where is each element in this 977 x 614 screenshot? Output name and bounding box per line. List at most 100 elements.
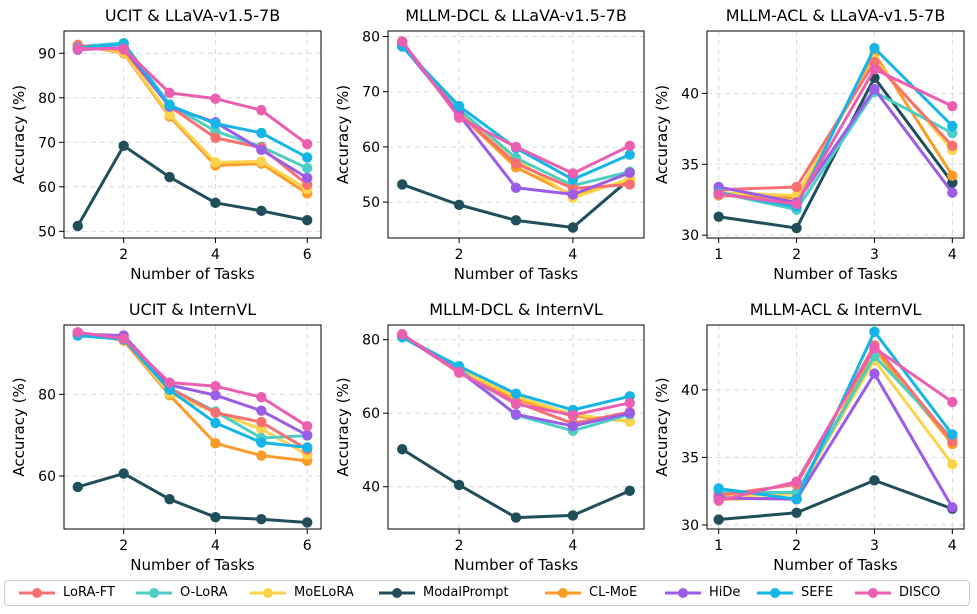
data-point-disco [118,43,129,55]
data-point-hide [947,502,958,513]
legend-swatch [250,588,286,598]
chart-title: UCIT & InternVL [129,300,256,319]
series-line-hide [718,372,954,509]
legend-label: HiDe [709,585,741,600]
data-point-modalprompt [791,222,802,234]
y-tick-label: 35 [681,157,699,173]
data-point-lora-ft [256,416,267,428]
y-tick-label: 80 [362,333,380,349]
series-line-disco [77,330,309,428]
data-point-disco [624,397,635,409]
y-axis-label: Accuracy (%) [653,85,671,184]
data-point-disco [947,100,958,112]
data-point-hide [567,420,579,432]
data-point-sefe [947,120,958,132]
data-point-o-lora [302,162,313,174]
y-tick-label: 60 [362,140,380,156]
legend-label: SEFE [801,585,834,600]
data-point-disco [947,396,958,408]
plot-frame [706,30,965,239]
chart-title: UCIT & LLaVA-v1.5-7B [105,6,280,25]
x-tick-label: 3 [870,538,879,554]
chart-panel: 2 4 6 60 80 UCIT & InternVL Number of Tasks Acc… [10,300,322,574]
chart-panel: 2 4 6 50 60 70 80 90 UCIT & LLaVA-v1.5-7B Number … [10,6,322,283]
y-tick-label: 60 [38,469,56,485]
chart-panel: 1 2 3 4 30 35 40 MLLM-ACL & LLaVA-v1.5-7B Number… [653,6,965,283]
series-line-moelora [77,43,309,191]
y-tick-label: 40 [681,86,699,102]
data-point-hide [256,405,267,416]
data-point-modalprompt [256,514,267,525]
data-point-modalprompt [567,510,579,521]
legend-swatch [855,588,891,598]
data-point-disco [397,328,408,340]
data-point-disco [256,392,267,403]
x-tick-label: 4 [568,247,577,263]
series-line-modalprompt [718,478,953,522]
data-point-sefe [791,494,802,505]
data-point-moelora [947,458,958,470]
data-point-sefe [869,42,880,54]
data-point-moelora [164,109,175,120]
plot-frame [63,30,322,239]
series-line-hide [77,45,309,180]
series-line-sefe [718,46,954,209]
series-line-modalprompt [401,447,631,520]
data-point-sefe [164,384,175,396]
data-point-modalprompt [397,444,408,455]
legend-label: LoRA-FT [63,585,115,600]
data-point-lora-ft [791,181,802,193]
data-point-modalprompt [118,140,129,152]
data-point-hide [624,408,635,419]
data-point-modalprompt [118,468,129,479]
x-tick-label: 6 [303,247,312,263]
y-tick-label: 80 [38,387,56,403]
data-point-modalprompt [453,199,465,211]
x-axis-label: Number of Tasks [773,265,898,283]
data-point-hide [510,409,522,420]
series-line-o-lora [77,41,308,170]
data-point-modalprompt [164,494,175,505]
legend-label: ModalPrompt [423,585,509,600]
chart-panel: 2 4 40 60 80 MLLM-DCL & InternVL Number of Tas… [334,300,645,574]
data-point-modalprompt [713,211,724,222]
data-point-disco [791,198,802,210]
data-point-hide [624,167,635,179]
y-tick-label: 50 [362,195,380,211]
x-axis-label: Number of Tasks [454,556,579,574]
chart-title: MLLM-DCL & LLaVA-v1.5-7B [405,6,627,25]
data-point-disco [510,141,522,153]
legend: LoRA-FT O-LoRA MoELoRA ModalPrompt CL-Mo… [4,580,970,606]
series-line-hide [718,87,954,205]
data-point-sefe [210,118,221,129]
series-line-modalprompt [77,472,308,524]
plot-frame [706,324,965,530]
legend-swatch [136,588,172,598]
legend-swatch [665,588,701,598]
data-point-modalprompt [791,507,802,518]
data-point-modalprompt [72,481,83,493]
data-point-sefe [869,326,880,337]
data-point-sefe [302,152,313,163]
x-tick-label: 2 [792,247,801,263]
x-tick-label: 2 [455,247,464,263]
y-axis-label: Accuracy (%) [10,85,28,184]
data-point-disco [210,381,221,392]
data-point-sefe [624,149,635,160]
series-line-disco [718,346,954,503]
legend-label: DISCO [899,585,941,600]
data-point-sefe [210,417,221,429]
data-point-sefe [510,388,522,399]
data-point-modalprompt [210,197,221,209]
y-tick-label: 70 [38,135,56,151]
data-point-modalprompt [567,222,579,233]
y-tick-label: 60 [38,180,56,196]
data-point-hide [869,83,880,95]
data-point-moelora [624,416,635,427]
series-line-cl-moe [401,41,631,197]
chart-title: MLLM-ACL & LLaVA-v1.5-7B [726,6,946,25]
y-tick-label: 80 [362,30,380,46]
data-point-disco [713,188,724,200]
data-point-hide [302,429,313,441]
data-point-disco [164,87,175,99]
